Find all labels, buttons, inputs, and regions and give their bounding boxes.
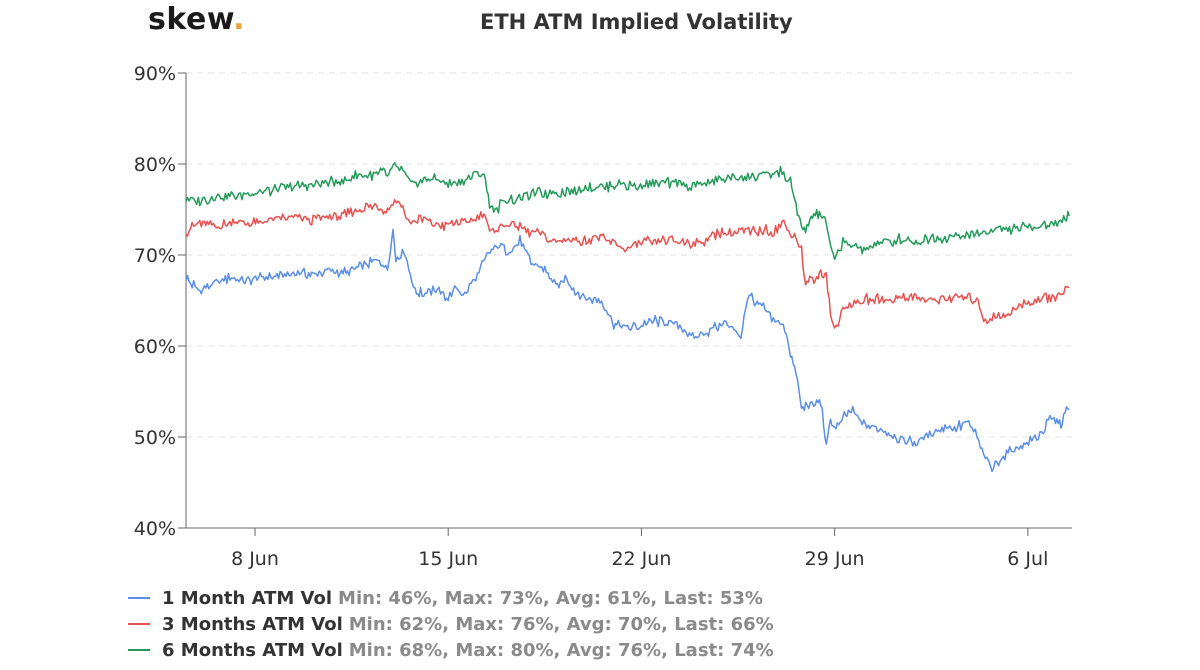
y-tick-label: 40% [134,518,176,540]
legend-item-6m[interactable]: 6 Months ATM Vol Min: 68%, Max: 80%, Avg… [128,637,774,663]
y-tick-label: 60% [134,336,176,358]
legend-name-1m: 1 Month ATM Vol [162,587,333,609]
y-tick-label: 90% [134,63,176,85]
legend: 1 Month ATM Vol Min: 46%, Max: 73%, Avg:… [128,585,774,663]
y-tick-label: 70% [134,245,176,267]
y-tick-label: 50% [134,427,176,449]
series-line-2[interactable] [185,198,1070,329]
logo-text: skew [148,2,234,37]
y-tick-label: 80% [134,154,176,176]
grid-lines [186,72,1072,438]
x-tick-label: 6 Jul [1007,548,1048,570]
legend-item-1m[interactable]: 1 Month ATM Vol Min: 46%, Max: 73%, Avg:… [128,585,774,611]
legend-name-6m: 6 Months ATM Vol [162,639,343,661]
x-tick-label: 29 Jun [805,548,865,570]
x-tick-label: 15 Jun [418,548,478,570]
series-line-1[interactable] [185,228,1070,473]
legend-stats-3m: Min: 62%, Max: 76%, Avg: 70%, Last: 66% [348,613,774,635]
legend-item-3m[interactable]: 3 Months ATM Vol Min: 62%, Max: 76%, Avg… [128,611,774,637]
axes: 40% 50% 60% 70% 80% 90% 8 Jun 15 Jun 22 Jun 29 Ju… [134,63,1072,570]
skew-logo: skew. [148,2,245,37]
legend-stats-1m: Min: 46%, Max: 73%, Avg: 61%, Last: 53% [338,587,763,609]
chart-title: ETH ATM Implied Volatility [480,10,793,34]
x-tick-label: 8 Jun [231,548,279,570]
legend-swatch-6m [128,649,150,651]
legend-swatch-1m [128,597,150,599]
logo-dot: . [233,2,246,37]
series-lines [185,162,1070,473]
legend-stats-6m: Min: 68%, Max: 80%, Avg: 76%, Last: 74% [348,639,774,661]
legend-name-3m: 3 Months ATM Vol [162,613,343,635]
legend-swatch-3m [128,623,150,625]
x-tick-label: 22 Jun [611,548,671,570]
series-line-3[interactable] [185,162,1070,261]
